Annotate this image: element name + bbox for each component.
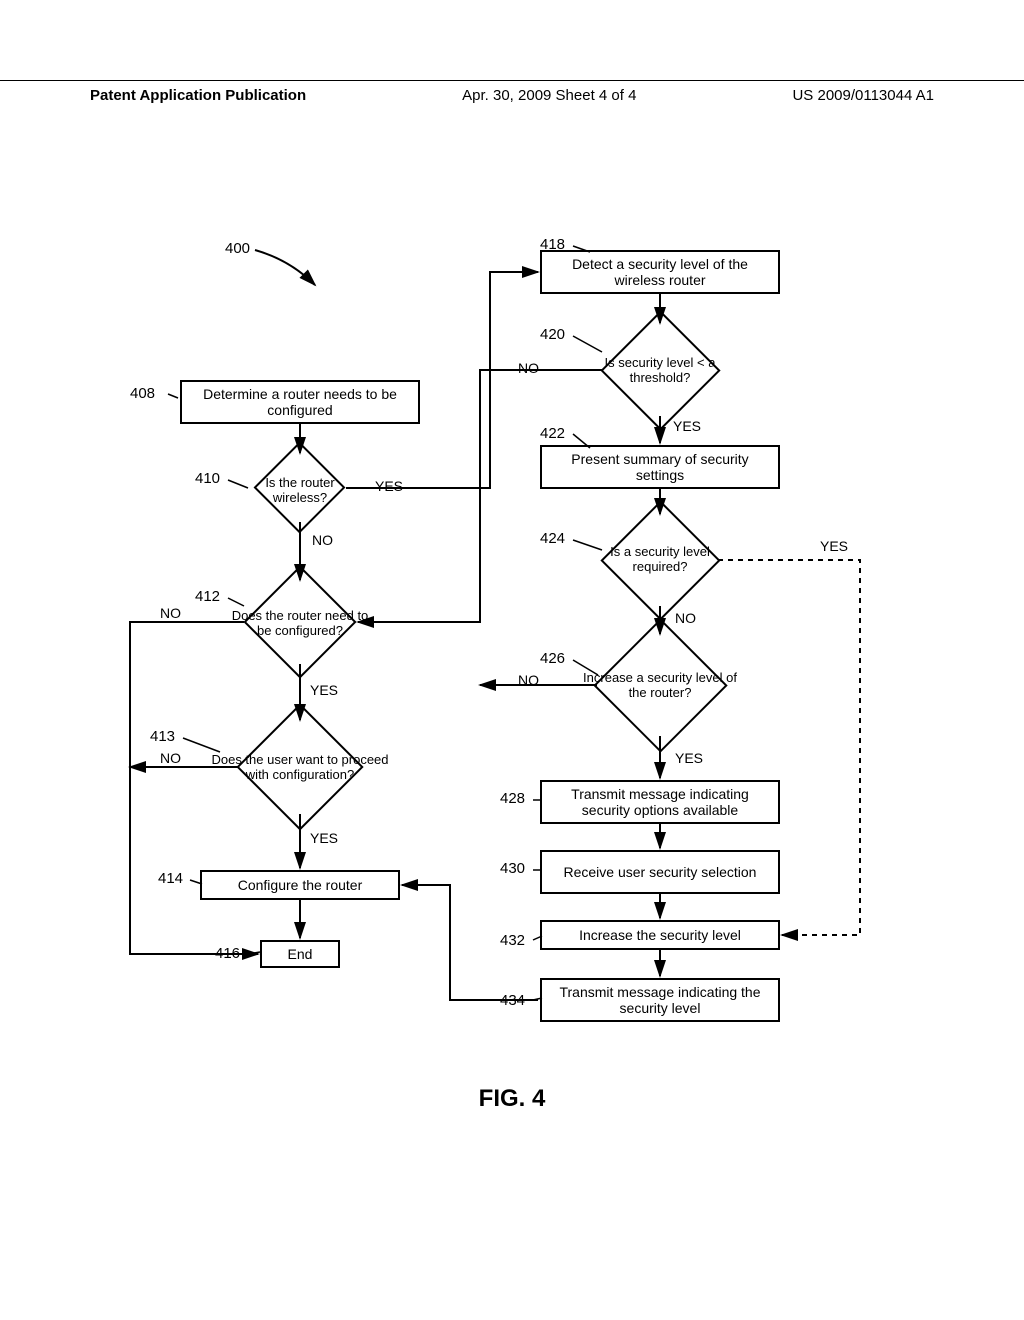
header-left: Patent Application Publication — [90, 87, 306, 104]
page: Patent Application Publication Apr. 30, … — [0, 0, 1024, 1320]
flowchart: 400 408 410 412 413 414 416 418 420 422 … — [120, 230, 880, 1080]
page-header: Patent Application Publication Apr. 30, … — [0, 80, 1024, 104]
header-mid: Apr. 30, 2009 Sheet 4 of 4 — [462, 87, 636, 104]
header-right: US 2009/0113044 A1 — [792, 87, 934, 104]
figure-caption: FIG. 4 — [0, 1085, 1024, 1113]
arrows-layer — [120, 230, 880, 1080]
